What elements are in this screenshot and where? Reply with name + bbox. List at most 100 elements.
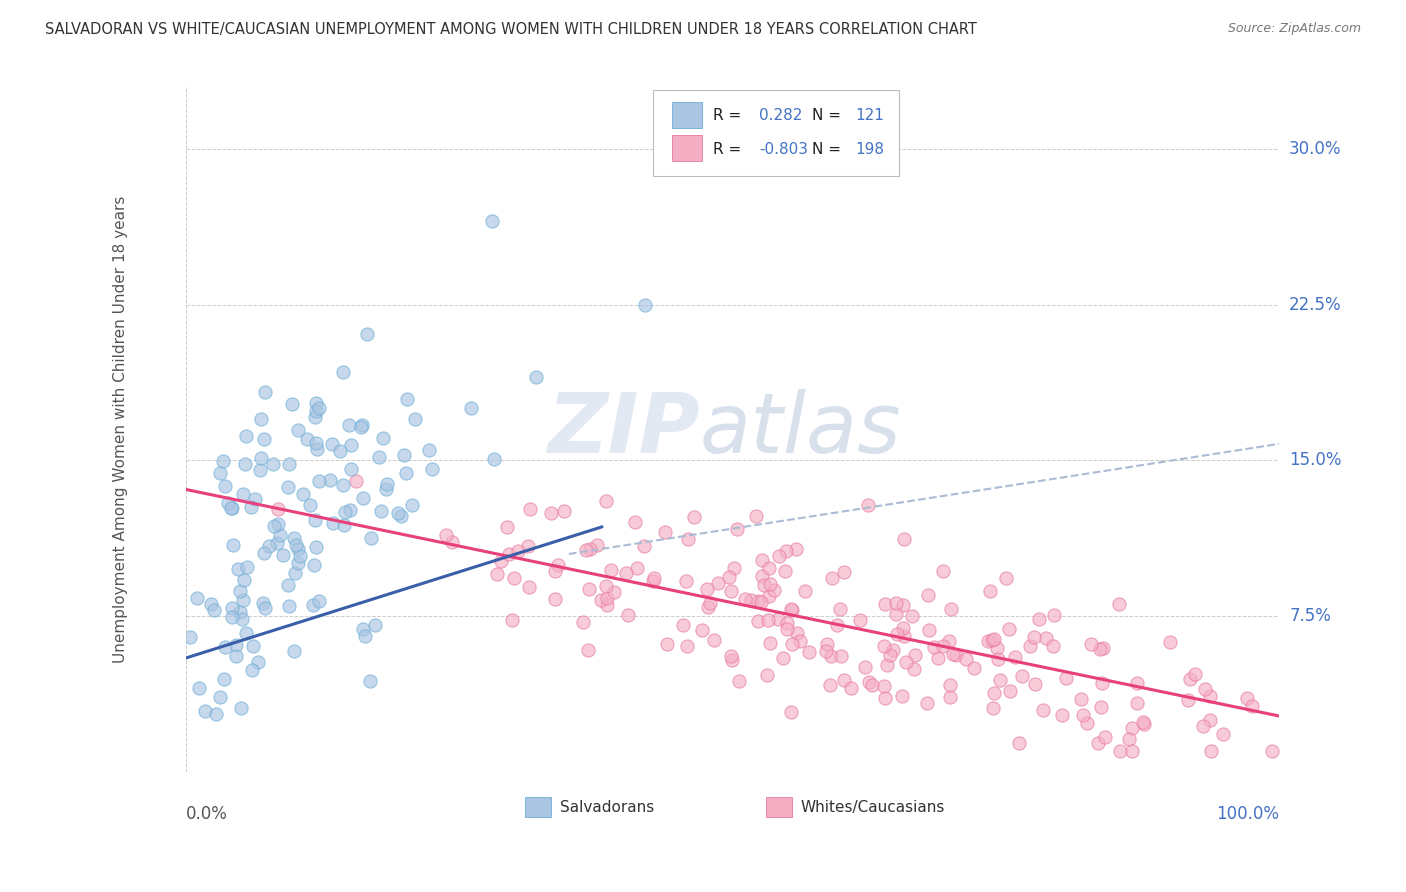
Point (939, 602, 962, 616)
Point (329, 443, 352, 458)
Point (932, 564, 955, 578)
Point (394, 466, 416, 480)
Point (720, 653, 742, 667)
Point (623, 516, 645, 530)
Point (194, 704, 217, 718)
Point (543, 591, 565, 606)
Point (302, 598, 325, 612)
Point (305, 540, 328, 554)
Point (751, 569, 773, 583)
FancyBboxPatch shape (652, 90, 898, 176)
Text: 0.0%: 0.0% (187, 805, 228, 823)
Point (363, 618, 385, 632)
Point (886, 627, 908, 641)
Point (371, 431, 394, 445)
Point (240, 663, 263, 677)
Point (1126, 696, 1149, 710)
Point (603, 584, 626, 599)
Point (359, 673, 381, 688)
Point (236, 560, 259, 574)
Point (404, 412, 426, 426)
Text: atlas: atlas (700, 389, 901, 470)
Text: R =: R = (713, 142, 741, 157)
Point (1080, 637, 1102, 651)
Point (1159, 635, 1181, 649)
Point (922, 640, 945, 654)
Point (277, 480, 299, 494)
Point (356, 326, 378, 341)
Point (879, 648, 901, 662)
Point (277, 577, 299, 591)
Point (939, 678, 962, 692)
Point (579, 541, 602, 556)
Point (782, 637, 804, 651)
Point (208, 466, 231, 480)
Point (278, 458, 301, 472)
Point (231, 612, 253, 626)
Point (785, 541, 807, 556)
Point (389, 508, 412, 523)
Point (498, 547, 520, 561)
Text: 0.282: 0.282 (759, 108, 803, 123)
Point (186, 591, 208, 605)
Point (1090, 642, 1112, 657)
Point (578, 582, 600, 596)
Point (232, 487, 254, 501)
Point (596, 591, 619, 606)
Point (1108, 597, 1130, 611)
Point (998, 623, 1021, 637)
Point (747, 614, 769, 628)
Point (634, 297, 657, 311)
Point (696, 582, 718, 596)
Point (572, 615, 595, 629)
Point (217, 495, 239, 509)
Point (780, 705, 803, 719)
Point (891, 689, 914, 703)
Point (1125, 675, 1147, 690)
Point (1184, 667, 1206, 681)
Point (302, 558, 325, 573)
Point (758, 635, 780, 649)
Point (231, 701, 253, 715)
Point (1212, 726, 1234, 740)
Point (247, 655, 270, 669)
Point (308, 475, 330, 489)
Point (540, 506, 562, 520)
Point (214, 640, 236, 655)
Point (766, 611, 789, 625)
Point (322, 516, 344, 531)
Point (519, 502, 541, 516)
Point (392, 448, 415, 462)
Point (335, 505, 357, 519)
Point (595, 494, 617, 508)
Point (927, 651, 949, 665)
Point (763, 582, 786, 597)
Point (229, 583, 252, 598)
Point (308, 401, 330, 415)
Point (233, 458, 256, 472)
Point (893, 621, 915, 635)
Point (1236, 690, 1258, 705)
Text: SALVADORAN VS WHITE/CAUCASIAN UNEMPLOYMENT AMONG WOMEN WITH CHILDREN UNDER 18 YE: SALVADORAN VS WHITE/CAUCASIAN UNEMPLOYME… (45, 22, 977, 37)
Point (214, 479, 236, 493)
Point (284, 566, 307, 581)
Point (825, 618, 848, 632)
Point (352, 417, 374, 432)
Point (253, 601, 276, 615)
Point (340, 438, 363, 452)
Point (789, 634, 811, 648)
Point (305, 396, 328, 410)
Point (1087, 736, 1109, 750)
Point (633, 540, 655, 554)
Point (728, 673, 751, 688)
Point (768, 549, 790, 563)
Point (307, 442, 329, 457)
Point (718, 570, 741, 584)
Point (266, 502, 288, 516)
Point (482, 451, 505, 466)
Point (266, 536, 288, 550)
Point (755, 668, 778, 682)
Point (758, 560, 780, 574)
Point (292, 486, 315, 500)
Point (374, 483, 396, 497)
